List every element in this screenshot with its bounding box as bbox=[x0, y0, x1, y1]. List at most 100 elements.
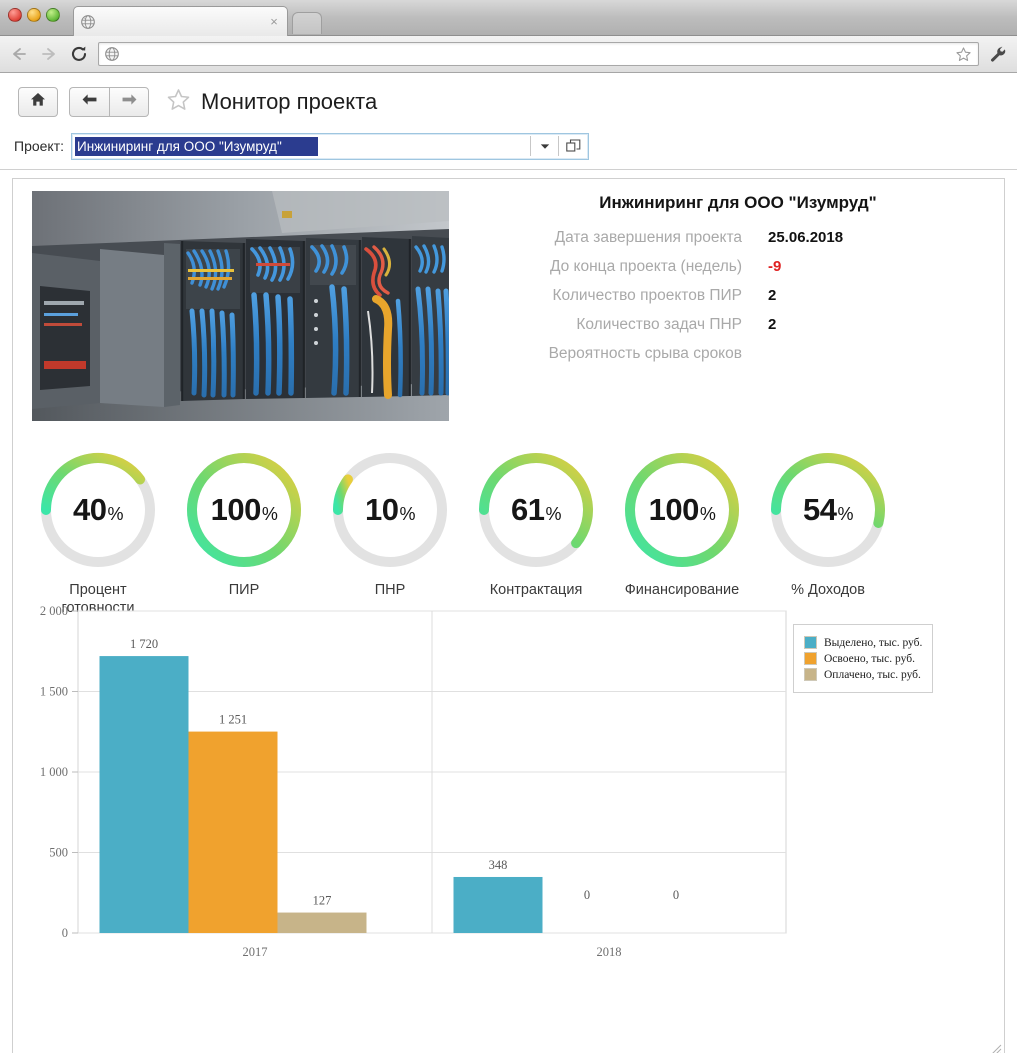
info-label: Количество задач ПНР bbox=[576, 316, 742, 333]
legend-swatch bbox=[804, 652, 817, 665]
browser-tab[interactable]: × bbox=[73, 6, 288, 36]
project-photo bbox=[32, 191, 449, 421]
gauge-3: 61% Контрактация bbox=[463, 447, 609, 617]
back-icon[interactable] bbox=[8, 43, 30, 65]
gauge-number: 100 bbox=[648, 492, 700, 527]
close-window-button[interactable] bbox=[8, 8, 22, 22]
bar[interactable] bbox=[188, 731, 278, 933]
browser-navbar bbox=[0, 36, 1017, 73]
gauge-ring: 100% bbox=[619, 447, 745, 573]
x-category-label: 2017 bbox=[243, 945, 268, 959]
percent-sign: % bbox=[107, 503, 123, 524]
gauge-ring: 54% bbox=[765, 447, 891, 573]
info-row: Количество задач ПНР 2 bbox=[473, 316, 1003, 334]
gauge-5: 54% % Доходов bbox=[755, 447, 901, 617]
info-value: 2 bbox=[768, 316, 777, 333]
gauge-number: 54 bbox=[803, 492, 837, 527]
star-icon[interactable] bbox=[953, 46, 973, 63]
bar[interactable] bbox=[453, 876, 543, 933]
percent-sign: % bbox=[837, 503, 853, 524]
chevron-down-icon[interactable] bbox=[531, 143, 558, 150]
home-button[interactable] bbox=[18, 87, 58, 117]
gauge-value: 61% bbox=[473, 447, 599, 573]
window-controls bbox=[8, 8, 60, 22]
add-favorite-button[interactable] bbox=[163, 87, 193, 118]
gauge-2: 10% ПНР bbox=[317, 447, 463, 617]
gauge-ring: 40% bbox=[35, 447, 161, 573]
gauge-number: 40 bbox=[73, 492, 107, 527]
resize-handle[interactable] bbox=[990, 1043, 1002, 1053]
app-back-button[interactable] bbox=[69, 87, 109, 117]
legend-item[interactable]: Выделено, тыс. руб. bbox=[804, 636, 922, 649]
address-bar[interactable] bbox=[98, 42, 979, 66]
percent-sign: % bbox=[545, 503, 561, 524]
project-info-title: Инжиниринг для ООО "Изумруд" bbox=[599, 193, 877, 212]
bar-value-label: 0 bbox=[584, 888, 590, 902]
bar-value-label: 1 251 bbox=[219, 713, 247, 727]
reload-icon[interactable] bbox=[68, 43, 90, 65]
bar[interactable] bbox=[99, 656, 189, 933]
info-value: 25.06.2018 bbox=[768, 229, 844, 246]
legend-item[interactable]: Оплачено, тыс. руб. bbox=[804, 668, 922, 681]
info-label: Дата завершения проекта bbox=[554, 229, 742, 246]
chart-legend: Выделено, тыс. руб. Освоено, тыс. руб. Опл… bbox=[793, 624, 934, 693]
field-divider bbox=[530, 136, 532, 156]
globe-icon bbox=[104, 46, 120, 62]
app-forward-button[interactable] bbox=[109, 87, 149, 117]
gauge-row: 40% Процент готовности 100% ПИР bbox=[25, 447, 925, 617]
gauge-ring: 100% bbox=[181, 447, 307, 573]
app-toolbar: Монитор проекта bbox=[0, 73, 1017, 121]
browser-titlebar: × bbox=[0, 0, 1017, 36]
gauge-value: 54% bbox=[765, 447, 891, 573]
info-row: До конца проекта (недель) -9 bbox=[473, 258, 1003, 276]
legend-swatch bbox=[804, 668, 817, 681]
gauge-label: Контрактация bbox=[489, 582, 583, 598]
gauge-4: 100% Финансирование bbox=[609, 447, 755, 617]
project-select-field[interactable]: Инжиниринг для ООО "Изумруд" bbox=[71, 132, 590, 160]
home-icon bbox=[30, 92, 46, 112]
legend-swatch bbox=[804, 636, 817, 649]
maximize-window-button[interactable] bbox=[46, 8, 60, 22]
star-icon bbox=[165, 87, 192, 118]
gauge-number: 61 bbox=[511, 492, 545, 527]
info-label: Вероятность срыва сроков bbox=[548, 345, 742, 362]
project-input-value[interactable]: Инжиниринг для ООО "Изумруд" bbox=[75, 136, 319, 156]
gauge-number: 10 bbox=[365, 492, 399, 527]
wrench-icon[interactable] bbox=[987, 45, 1009, 64]
info-row: Вероятность срыва сроков bbox=[473, 345, 1003, 363]
gauge-label: ПИР bbox=[228, 582, 260, 598]
new-tab-button[interactable] bbox=[292, 12, 322, 34]
info-value: 2 bbox=[768, 287, 777, 304]
gauge-value: 40% bbox=[35, 447, 161, 573]
dashboard-panel: Инжиниринг для ООО "Изумруд" Дата заверш… bbox=[12, 178, 1005, 1053]
percent-sign: % bbox=[399, 503, 415, 524]
forward-icon[interactable] bbox=[38, 43, 60, 65]
percent-sign: % bbox=[261, 503, 278, 524]
percent-sign: % bbox=[699, 503, 716, 524]
toolbar-divider bbox=[0, 169, 1017, 170]
project-label: Проект: bbox=[14, 138, 65, 154]
info-row: Количество проектов ПИР 2 bbox=[473, 287, 1003, 305]
y-tick-label: 2 000 bbox=[40, 604, 68, 618]
info-label: Количество проектов ПИР bbox=[552, 287, 742, 304]
arrow-left-icon bbox=[81, 93, 98, 111]
legend-label: Выделено, тыс. руб. bbox=[824, 636, 923, 649]
bar[interactable] bbox=[277, 912, 367, 933]
legend-item[interactable]: Освоено, тыс. руб. bbox=[804, 652, 922, 665]
gauge-label: Финансирование bbox=[624, 582, 740, 598]
y-tick-label: 1 500 bbox=[40, 685, 68, 699]
y-tick-label: 500 bbox=[49, 846, 68, 860]
gauge-value: 100% bbox=[619, 447, 745, 573]
application-area: Монитор проекта Проект: Инжиниринг для О… bbox=[0, 73, 1017, 1053]
open-window-icon[interactable] bbox=[559, 138, 588, 154]
field-divider-2 bbox=[558, 136, 560, 156]
y-tick-label: 1 000 bbox=[40, 765, 68, 779]
legend-label: Оплачено, тыс. руб. bbox=[824, 668, 921, 681]
gauge-label: ПНР bbox=[374, 582, 406, 598]
close-icon[interactable]: × bbox=[270, 13, 278, 29]
minimize-window-button[interactable] bbox=[27, 8, 41, 22]
gauge-ring: 61% bbox=[473, 447, 599, 573]
nav-button-group bbox=[69, 87, 149, 117]
gauge-value: 100% bbox=[181, 447, 307, 573]
